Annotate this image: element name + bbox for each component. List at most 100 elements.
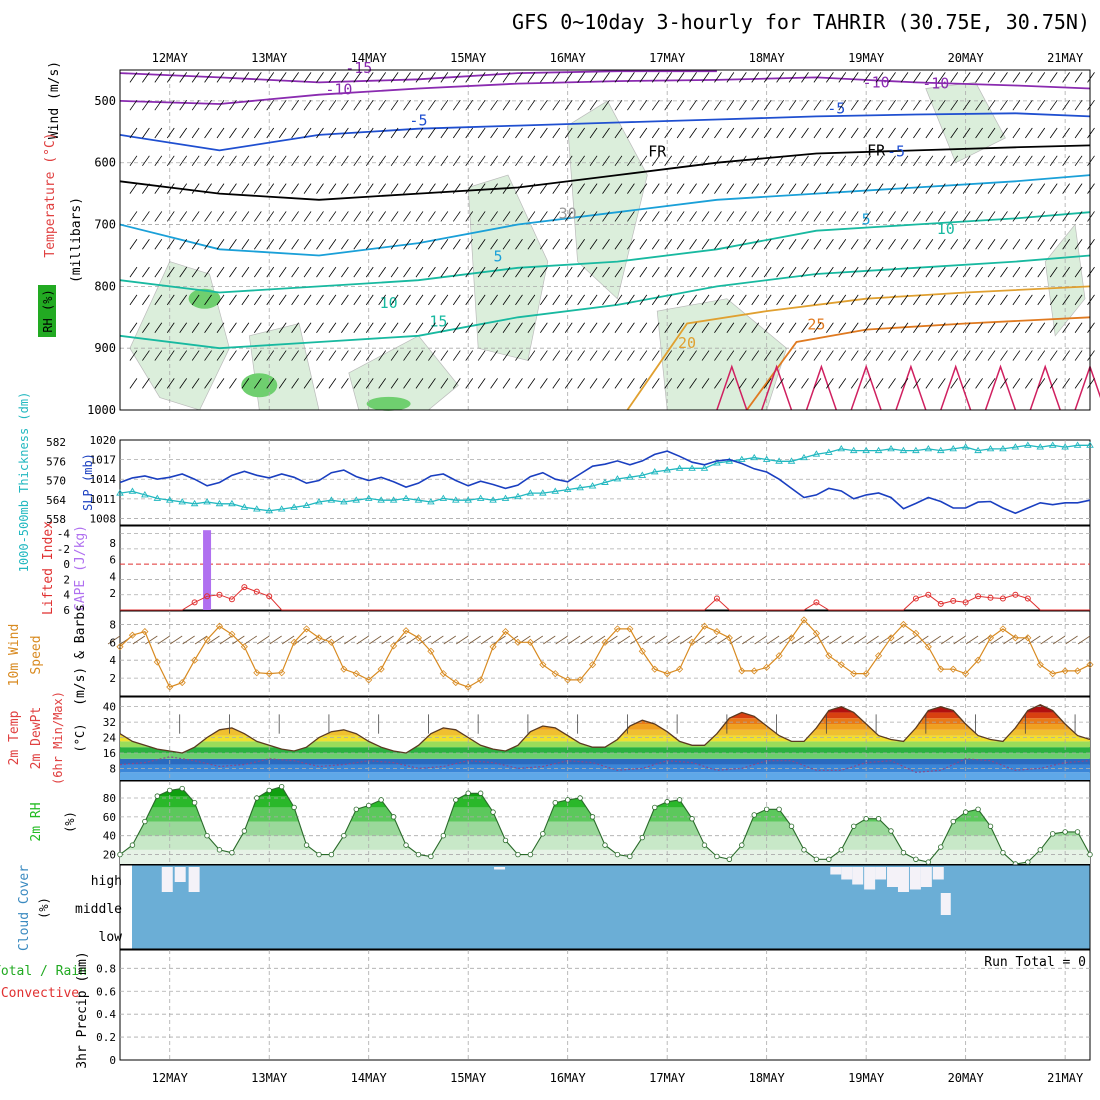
wind-barb [502, 294, 511, 306]
wind-barb [589, 378, 598, 389]
rh2m-marker [390, 814, 397, 820]
rh2m-marker [714, 853, 720, 860]
wind-barb [589, 127, 598, 139]
wind10-marker [763, 663, 771, 671]
precip-tick: 0 [109, 1054, 116, 1067]
thickness-tick: 570 [46, 475, 66, 488]
wind-barb [962, 350, 971, 361]
wind-barb [316, 378, 324, 389]
wind10-marker [153, 658, 161, 666]
wind-barb [826, 266, 834, 278]
thickness-marker [912, 446, 920, 454]
wind-barb [714, 322, 722, 333]
wind-barb [913, 155, 921, 167]
temp-contour-5 [119, 174, 1091, 257]
wind-barb [589, 239, 598, 250]
lifted-index-marker [1012, 591, 1019, 598]
wind-barb [166, 155, 175, 167]
wind-barb [142, 322, 150, 333]
wind-barb [838, 127, 847, 139]
wind-barb [664, 294, 673, 306]
wind-barb [962, 239, 971, 250]
wind-barb [676, 99, 685, 111]
wind-barb [875, 378, 884, 389]
temp2m-tick: 8 [109, 762, 116, 775]
day-label-bottom: 19MAY [848, 1071, 885, 1085]
thickness-marker [277, 505, 286, 512]
wind-barb [1012, 211, 1021, 222]
thickness-marker [613, 475, 622, 482]
wind-barb [701, 155, 710, 167]
wind-barb [826, 322, 834, 333]
wind-barb [627, 350, 635, 361]
wind-barb [714, 127, 722, 139]
wind-barb [850, 72, 859, 83]
wind-barb [1000, 127, 1008, 139]
wind-barb [577, 266, 585, 278]
wind-barb [216, 155, 225, 167]
thickness-marker [899, 446, 908, 454]
wind10-panel-frame [119, 610, 1091, 697]
wind-barb [564, 378, 573, 389]
day-label-top: 20MAY [948, 51, 985, 65]
wind-barb [1037, 350, 1046, 361]
wind-barb [253, 183, 262, 194]
wind-barb [1087, 99, 1095, 111]
rh2m-marker [1074, 829, 1081, 835]
wind-barb [452, 211, 461, 222]
wind-barb [477, 155, 486, 167]
wind-barb [278, 72, 287, 83]
wind-barb [577, 155, 585, 167]
wind-barb [937, 211, 946, 222]
wind-barb [913, 211, 921, 222]
temp-spike [984, 364, 1017, 411]
wind-barb [378, 99, 386, 111]
wind10-marker [439, 670, 447, 678]
wind-barb [166, 72, 175, 83]
wind-barb [378, 266, 386, 278]
lifted-index-axis-label: Lifted Index [41, 521, 56, 615]
wind-barb [390, 155, 399, 167]
cloud-panel-frame [119, 864, 1091, 950]
wind-barb [490, 322, 498, 333]
wind-barb [987, 211, 996, 222]
wind-barb [676, 294, 685, 306]
wind-barb [838, 350, 847, 361]
wind-barb [639, 322, 648, 333]
wind-barb [664, 322, 673, 333]
run-total-label: Run Total = 0 [984, 955, 1086, 970]
wind-barb [925, 378, 934, 389]
wind-barb [477, 378, 486, 389]
temp-spike [760, 364, 793, 411]
wind-barb [1012, 266, 1021, 278]
wind-barb [776, 127, 784, 139]
wind-barb [328, 99, 337, 111]
wind-barb [154, 127, 163, 139]
wind-barb [676, 183, 685, 194]
wind-barb [826, 239, 834, 250]
wind-barb [428, 183, 436, 194]
wind-barb [490, 72, 498, 83]
wind-barb [875, 127, 884, 139]
wind-barb [229, 350, 237, 361]
wind-barb [303, 72, 312, 83]
wind-barb [540, 322, 548, 333]
rh2m-marker [453, 797, 459, 803]
wind-barb [403, 294, 411, 306]
wind-barb [564, 322, 573, 333]
wind10-barb [853, 635, 867, 645]
cloud-high-block [188, 867, 200, 892]
wind-barb [664, 239, 673, 250]
wind10-marker [638, 647, 646, 655]
wind-barb [776, 211, 784, 222]
wind-barb [465, 155, 474, 167]
wind-barb [316, 322, 324, 333]
slp-tick: 1011 [90, 493, 117, 506]
slp-line [119, 450, 1091, 515]
wind10-marker [775, 652, 783, 660]
rh2m-marker [664, 799, 670, 805]
day-label-top: 14MAY [351, 51, 388, 65]
wind-barb [154, 266, 163, 278]
wind-barb [987, 266, 996, 278]
wind10-marker [191, 656, 199, 664]
